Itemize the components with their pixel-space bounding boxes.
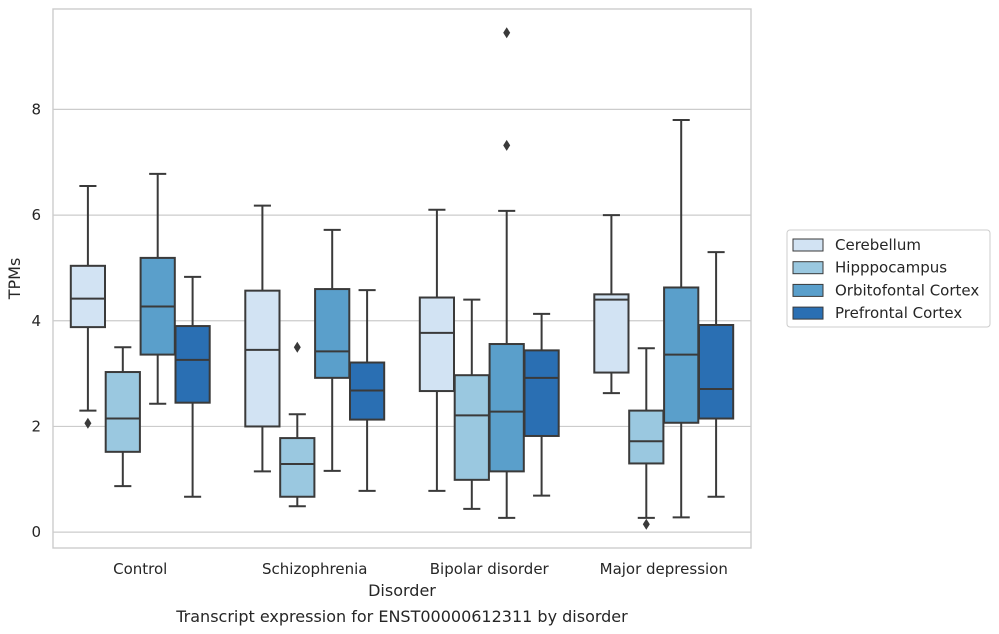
legend-swatch	[792, 283, 824, 297]
box	[663, 118, 700, 519]
box	[418, 208, 456, 492]
outlier-point	[642, 518, 650, 530]
box	[279, 341, 316, 508]
legend-label: Hipppocampus	[835, 259, 947, 277]
box	[453, 298, 490, 510]
box-body	[628, 409, 665, 465]
box	[348, 289, 386, 492]
x-axis-title: Disorder	[368, 581, 436, 600]
outlier-point	[503, 139, 511, 151]
x-tick-label: Major depression	[600, 560, 728, 578]
box	[523, 312, 560, 497]
legend-swatch	[792, 261, 824, 275]
box	[628, 347, 665, 530]
box	[314, 228, 351, 472]
box-body	[104, 371, 141, 453]
series-1	[104, 298, 665, 530]
legend-swatch	[792, 306, 824, 320]
box-series	[69, 27, 735, 530]
box-body	[174, 325, 211, 404]
series-3	[174, 251, 735, 498]
box	[593, 214, 630, 395]
legend-item: Cerebellum	[792, 236, 921, 254]
box-body	[453, 374, 490, 481]
legend-label: Cerebellum	[835, 236, 921, 254]
box	[69, 185, 107, 429]
box-body	[697, 324, 735, 420]
y-tick-labels: 0 2 4 6 8	[31, 100, 41, 541]
box-body	[244, 289, 281, 428]
legend-frame	[786, 229, 991, 328]
box	[139, 172, 176, 405]
y-axis-title: TPMs	[5, 258, 24, 301]
box	[488, 27, 525, 519]
x-tick-labels: Control Schizophrenia Bipolar disorder Majo…	[113, 560, 728, 578]
figure-caption: Transcript expression for ENST0000061231…	[175, 607, 628, 626]
legend-label: Prefrontal Cortex	[835, 304, 962, 322]
y-tick-label: 8	[31, 100, 41, 118]
box-body	[488, 343, 525, 473]
outlier-point	[84, 417, 92, 429]
outlier-point	[293, 341, 301, 353]
legend-item: Hipppocampus	[792, 259, 947, 277]
x-tick-label: Bipolar disorder	[430, 560, 550, 578]
y-tick-label: 4	[31, 312, 41, 330]
box	[174, 275, 211, 498]
y-tick-label: 2	[31, 417, 41, 435]
plot-frame	[52, 8, 752, 549]
y-tick-label: 6	[31, 206, 41, 224]
series-0	[69, 185, 630, 492]
y-tick-label: 0	[31, 523, 41, 541]
box-body	[279, 437, 316, 498]
box	[104, 346, 141, 488]
x-tick-label: Schizophrenia	[262, 560, 367, 578]
box-body	[314, 288, 351, 379]
legend-swatch	[792, 238, 824, 252]
series-2	[139, 27, 700, 519]
legend-item: Orbitofontal Cortex	[792, 281, 979, 299]
outlier-point	[503, 27, 511, 39]
box-body	[523, 349, 560, 437]
box-body	[69, 264, 107, 329]
box-body	[418, 296, 456, 393]
box-body	[593, 293, 630, 374]
box	[244, 204, 281, 473]
legend-item: Prefrontal Cortex	[792, 304, 962, 322]
x-tick-label: Control	[113, 560, 167, 578]
legend-label: Orbitofontal Cortex	[835, 281, 979, 299]
legend: Cerebellum Hipppocampus Orbitofontal Corte…	[786, 229, 991, 328]
box	[697, 251, 735, 498]
